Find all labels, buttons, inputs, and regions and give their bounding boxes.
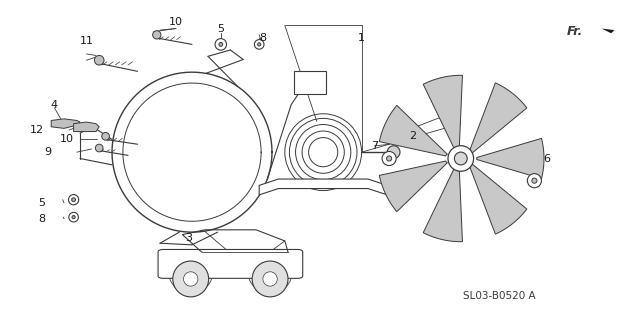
Text: 3: 3	[186, 233, 192, 243]
Ellipse shape	[219, 42, 223, 46]
Text: 4: 4	[51, 100, 58, 110]
Polygon shape	[477, 139, 544, 178]
Polygon shape	[74, 122, 99, 132]
FancyBboxPatch shape	[294, 71, 326, 94]
Ellipse shape	[68, 195, 79, 205]
Polygon shape	[469, 83, 527, 153]
Ellipse shape	[252, 261, 288, 297]
Text: 5: 5	[38, 198, 45, 208]
Ellipse shape	[102, 133, 109, 140]
Ellipse shape	[448, 146, 474, 171]
Ellipse shape	[454, 152, 467, 165]
Polygon shape	[380, 105, 447, 156]
Ellipse shape	[72, 216, 76, 219]
Polygon shape	[380, 161, 447, 212]
Ellipse shape	[258, 43, 261, 46]
Polygon shape	[51, 119, 80, 128]
Text: 10: 10	[169, 17, 183, 27]
Text: 1: 1	[358, 33, 365, 43]
Text: SL03-B0520 A: SL03-B0520 A	[463, 291, 536, 301]
Text: 6: 6	[544, 153, 550, 164]
Text: 8: 8	[38, 214, 45, 224]
Ellipse shape	[153, 31, 161, 39]
FancyBboxPatch shape	[158, 249, 303, 278]
Polygon shape	[423, 166, 463, 242]
Ellipse shape	[215, 39, 227, 50]
Ellipse shape	[255, 40, 264, 49]
Ellipse shape	[527, 174, 541, 188]
Polygon shape	[259, 179, 387, 195]
Text: 2: 2	[409, 131, 417, 141]
Polygon shape	[423, 75, 463, 151]
Polygon shape	[469, 164, 527, 234]
Text: 9: 9	[44, 147, 52, 157]
Text: 10: 10	[60, 134, 74, 145]
Ellipse shape	[173, 261, 209, 297]
Text: 8: 8	[259, 33, 266, 43]
Text: 7: 7	[371, 141, 378, 151]
Ellipse shape	[532, 178, 537, 183]
Ellipse shape	[382, 152, 396, 165]
Text: 11: 11	[79, 36, 93, 46]
Ellipse shape	[95, 144, 103, 152]
Ellipse shape	[69, 212, 79, 222]
Text: 5: 5	[218, 23, 224, 34]
Polygon shape	[589, 27, 614, 33]
Text: Fr.: Fr.	[566, 25, 582, 38]
Ellipse shape	[72, 198, 76, 202]
Text: 12: 12	[30, 125, 44, 135]
Ellipse shape	[263, 272, 277, 286]
Ellipse shape	[387, 156, 392, 161]
Ellipse shape	[95, 55, 104, 65]
Ellipse shape	[387, 146, 400, 158]
Ellipse shape	[184, 272, 198, 286]
